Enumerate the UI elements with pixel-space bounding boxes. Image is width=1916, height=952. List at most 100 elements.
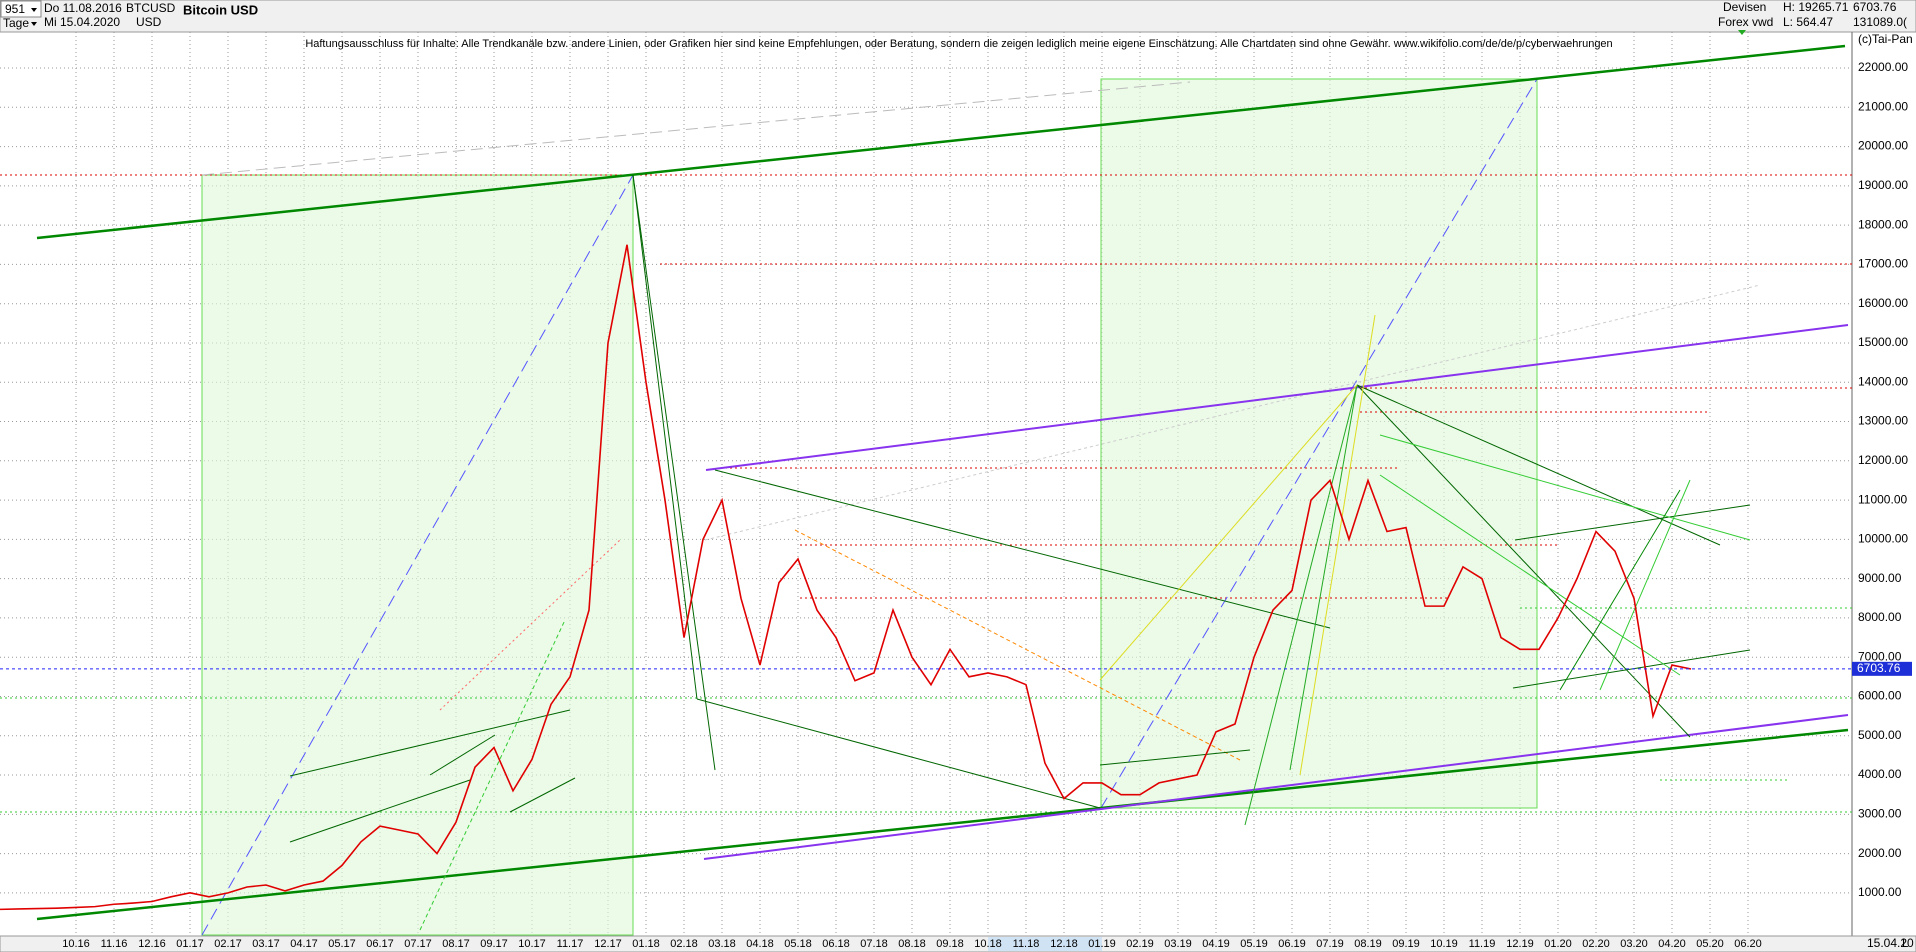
y-tick-label: 3000.00	[1858, 806, 1902, 820]
x-tick-label: 11.17	[557, 938, 584, 950]
x-tick-label: 06.18	[822, 938, 850, 950]
y-tick-label: 17000.00	[1858, 257, 1908, 271]
y-tick-label: 6000.00	[1858, 689, 1902, 703]
chart-title: Bitcoin USD	[183, 2, 258, 17]
last-price-label: 6703.76	[1857, 661, 1901, 675]
x-tick-label: 06.19	[1278, 938, 1306, 950]
x-tick-label: 08.18	[898, 938, 926, 950]
y-tick-label: 21000.00	[1858, 99, 1908, 113]
y-tick-label: 9000.00	[1858, 571, 1902, 585]
diagonal	[201, 174, 634, 936]
x-tick-label: 12.17	[594, 938, 622, 950]
trend-line	[632, 174, 698, 700]
group: Devisen	[1723, 0, 1766, 14]
trend-line	[696, 698, 1101, 809]
y-tick-label: 2000.00	[1858, 846, 1902, 860]
x-tick-label: 03.20	[1620, 938, 1648, 950]
x-tick-label: 07.18	[860, 938, 888, 950]
x-tick-label: 04.17	[290, 938, 318, 950]
dropdown-icon	[31, 8, 37, 12]
trend-line	[1244, 384, 1358, 826]
code: 951	[5, 2, 25, 16]
trend-line	[703, 714, 1849, 860]
y-tick-label: 18000.00	[1858, 217, 1908, 231]
copyright: (c)Tai-Pan	[1858, 32, 1913, 46]
trend-line	[1512, 649, 1751, 689]
from-date: Do 11.08.2016	[44, 1, 122, 15]
code-box[interactable]	[0, 0, 42, 18]
trend-line	[1289, 384, 1358, 771]
trend-line	[1514, 504, 1751, 541]
x-tick-label: 01.17	[176, 938, 204, 950]
last-price-box	[1852, 661, 1912, 676]
y-tick-label: 10000.00	[1858, 532, 1908, 546]
y-tick-label: 14000.00	[1858, 374, 1908, 388]
x-axis-highlight	[988, 937, 1102, 951]
trend-line	[1099, 384, 1358, 681]
x-tick-label: 10.17	[518, 938, 546, 950]
x-tick-label: 08.17	[442, 938, 470, 950]
x-tick-label: 06.17	[366, 938, 394, 950]
source: Forex vwd	[1718, 15, 1773, 29]
y-tick-label: 22000.00	[1858, 60, 1908, 74]
x-tick-label: 05.17	[328, 938, 356, 950]
x-tick-label: 08.19	[1354, 938, 1382, 950]
y-tick-label: 4000.00	[1858, 767, 1902, 781]
trend-line	[1599, 479, 1691, 691]
x-tick-label: 11.19	[1469, 938, 1496, 950]
x-tick-label: 06.20	[1734, 938, 1762, 950]
trend-line	[1559, 489, 1681, 691]
x-tick-label: 11.18	[1013, 938, 1040, 950]
y-tick-label: 19000.00	[1858, 178, 1908, 192]
trend-line	[705, 324, 1849, 471]
trend-line	[714, 469, 1331, 629]
trend-line	[1379, 434, 1751, 541]
x-tick-label: 07.17	[404, 938, 432, 950]
x-tick-label: 03.19	[1164, 938, 1192, 950]
diagonal	[201, 81, 1191, 176]
scale: L	[1902, 936, 1909, 950]
y-tick-label: 16000.00	[1858, 296, 1908, 310]
x-tick-label: 02.20	[1582, 938, 1610, 950]
x-tick-label: 01.19	[1088, 938, 1116, 950]
dropdown-icon	[31, 22, 37, 26]
x-tick-label: 09.18	[936, 938, 964, 950]
to-date: Mi 15.04.2020	[44, 15, 120, 29]
trend-line	[439, 539, 621, 711]
x-axis-bar	[0, 935, 1916, 952]
x-tick-label: 12.16	[138, 938, 166, 950]
period[interactable]: Tage	[3, 16, 29, 30]
trend-line	[36, 44, 1846, 240]
x-tick-label: 12.19	[1506, 938, 1534, 950]
x-tick-label: 01.20	[1544, 938, 1572, 950]
trend-line	[289, 709, 571, 777]
high: H: 19265.71	[1783, 0, 1849, 14]
x-tick-label: 01.18	[632, 938, 660, 950]
x-tick-label: 02.17	[214, 938, 242, 950]
x-tick-label: 03.17	[252, 938, 280, 950]
date: 15.04.20	[1867, 936, 1914, 950]
x-tick-label: 10.18	[974, 938, 1002, 950]
x-tick-label: 05.19	[1240, 938, 1268, 950]
trend-overlays	[0, 44, 1852, 936]
currency: USD	[136, 15, 162, 29]
diagonal	[704, 284, 1761, 541]
trend-line	[36, 728, 1849, 921]
x-tick-label: 02.18	[670, 938, 698, 950]
y-tick-label: 13000.00	[1858, 414, 1908, 428]
last-price: 6703.76	[1853, 0, 1897, 14]
x-tick-label: 09.17	[480, 938, 508, 950]
y-tick-label: 11000.00	[1858, 492, 1907, 506]
x-tick-label: 07.19	[1316, 938, 1344, 950]
y-tick-label: 15000.00	[1858, 335, 1908, 349]
x-tick-label: 11.16	[101, 938, 128, 950]
header-bar	[0, 0, 1916, 33]
trend-line	[1099, 749, 1251, 766]
marker	[1738, 30, 1746, 35]
x-tick-label: 05.18	[784, 938, 812, 950]
trend-line	[1379, 474, 1681, 676]
y-tick-label: 8000.00	[1858, 610, 1902, 624]
x-tick-label: 10.19	[1430, 938, 1458, 950]
y-tick-label: 5000.00	[1858, 728, 1902, 742]
disclaimer: Haftungsausschluss für Inhalte: Alle Tre…	[305, 38, 1612, 50]
